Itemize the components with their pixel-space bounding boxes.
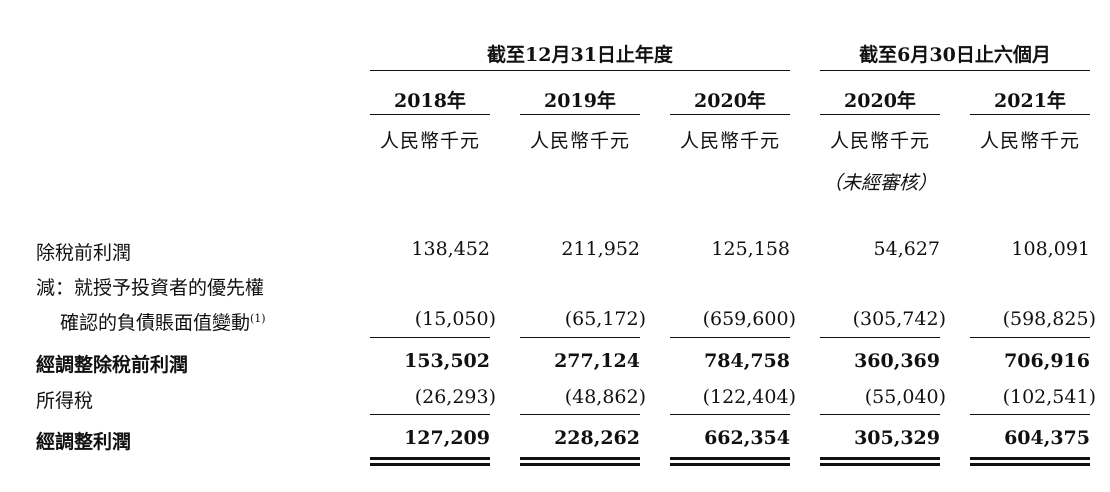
double-rule-bottom-1 xyxy=(370,463,490,466)
group-header-full-year-rule xyxy=(370,70,790,71)
row-label-income-tax: 所得稅 xyxy=(36,390,94,412)
cell-r4-c1: 153,502 xyxy=(404,350,490,372)
row-label-profit-before-tax: 除稅前利潤 xyxy=(36,242,132,264)
total-rule-4 xyxy=(820,414,940,415)
group-header-six-months-rule xyxy=(820,70,1090,71)
subtotal-rule-3 xyxy=(670,337,790,338)
cell-r3-c3: (659,600) xyxy=(702,308,796,330)
cell-r3-c4: (305,742) xyxy=(852,308,946,330)
year-header-5: 2021年 xyxy=(994,90,1066,112)
unit-label-5: 人民幣千元 xyxy=(979,130,1080,152)
cell-r4-c3: 784,758 xyxy=(704,350,790,372)
double-rule-top-2 xyxy=(520,457,640,460)
group-header-full-year: 截至12月31日止年度 xyxy=(487,44,673,66)
cell-r5-c1: (26,293) xyxy=(414,386,496,408)
cell-r6-c3: 662,354 xyxy=(704,427,790,449)
subtotal-rule-4 xyxy=(820,337,940,338)
cell-r4-c4: 360,369 xyxy=(854,350,940,372)
cell-r1-c3: 125,158 xyxy=(711,238,790,260)
double-rule-top-4 xyxy=(820,457,940,460)
cell-r3-c5: (598,825) xyxy=(1002,308,1096,330)
double-rule-bottom-3 xyxy=(670,463,790,466)
cell-r1-c1: 138,452 xyxy=(411,238,490,260)
year-rule-4 xyxy=(820,114,940,115)
unit-label-2: 人民幣千元 xyxy=(529,130,630,152)
cell-r5-c4: (55,040) xyxy=(864,386,946,408)
row-label-less-preferred-rights: 減：就授予投資者的優先權 xyxy=(36,277,265,299)
year-rule-2 xyxy=(520,114,640,115)
cell-r1-c2: 211,952 xyxy=(561,238,640,260)
cell-r3-c1: (15,050) xyxy=(414,308,496,330)
cell-r1-c4: 54,627 xyxy=(873,238,940,260)
unaudited-note: （未經審核） xyxy=(822,172,937,194)
double-rule-bottom-2 xyxy=(520,463,640,466)
total-rule-3 xyxy=(670,414,790,415)
row-label-adjusted-profit-before-tax: 經調整除稅前利潤 xyxy=(36,354,189,376)
cell-r5-c3: (122,404) xyxy=(702,386,796,408)
year-header-3: 2020年 xyxy=(694,90,766,112)
subtotal-rule-1 xyxy=(370,337,490,338)
cell-r5-c2: (48,862) xyxy=(564,386,646,408)
cell-r4-c5: 706,916 xyxy=(1004,350,1090,372)
subtotal-rule-2 xyxy=(520,337,640,338)
unit-label-4: 人民幣千元 xyxy=(829,130,930,152)
cell-r6-c4: 305,329 xyxy=(854,427,940,449)
total-rule-1 xyxy=(370,414,490,415)
cell-r1-c5: 108,091 xyxy=(1011,238,1090,260)
year-header-2: 2019年 xyxy=(544,90,616,112)
cell-r6-c2: 228,262 xyxy=(554,427,640,449)
footnote-marker: (1) xyxy=(250,312,266,325)
row-label-liability-change: 確認的負債賬面值變動(1) xyxy=(60,308,266,335)
year-header-1: 2018年 xyxy=(394,90,466,112)
year-rule-3 xyxy=(670,114,790,115)
cell-r3-c2: (65,172) xyxy=(564,308,646,330)
cell-r6-c5: 604,375 xyxy=(1004,427,1090,449)
cell-r4-c2: 277,124 xyxy=(554,350,640,372)
double-rule-bottom-5 xyxy=(970,463,1090,466)
group-header-six-months: 截至6月30日止六個月 xyxy=(859,44,1051,66)
double-rule-top-3 xyxy=(670,457,790,460)
row-label-liability-change-text: 確認的負債賬面值變動 xyxy=(60,312,251,334)
row-label-adjusted-profit: 經調整利潤 xyxy=(36,431,132,453)
double-rule-top-5 xyxy=(970,457,1090,460)
cell-r6-c1: 127,209 xyxy=(404,427,490,449)
cell-r5-c5: (102,541) xyxy=(1002,386,1096,408)
subtotal-rule-5 xyxy=(970,337,1090,338)
year-header-4: 2020年 xyxy=(844,90,916,112)
total-rule-5 xyxy=(970,414,1090,415)
total-rule-2 xyxy=(520,414,640,415)
unit-label-3: 人民幣千元 xyxy=(679,130,780,152)
double-rule-bottom-4 xyxy=(820,463,940,466)
unit-label-1: 人民幣千元 xyxy=(379,130,480,152)
year-rule-5 xyxy=(970,114,1090,115)
double-rule-top-1 xyxy=(370,457,490,460)
year-rule-1 xyxy=(370,114,490,115)
